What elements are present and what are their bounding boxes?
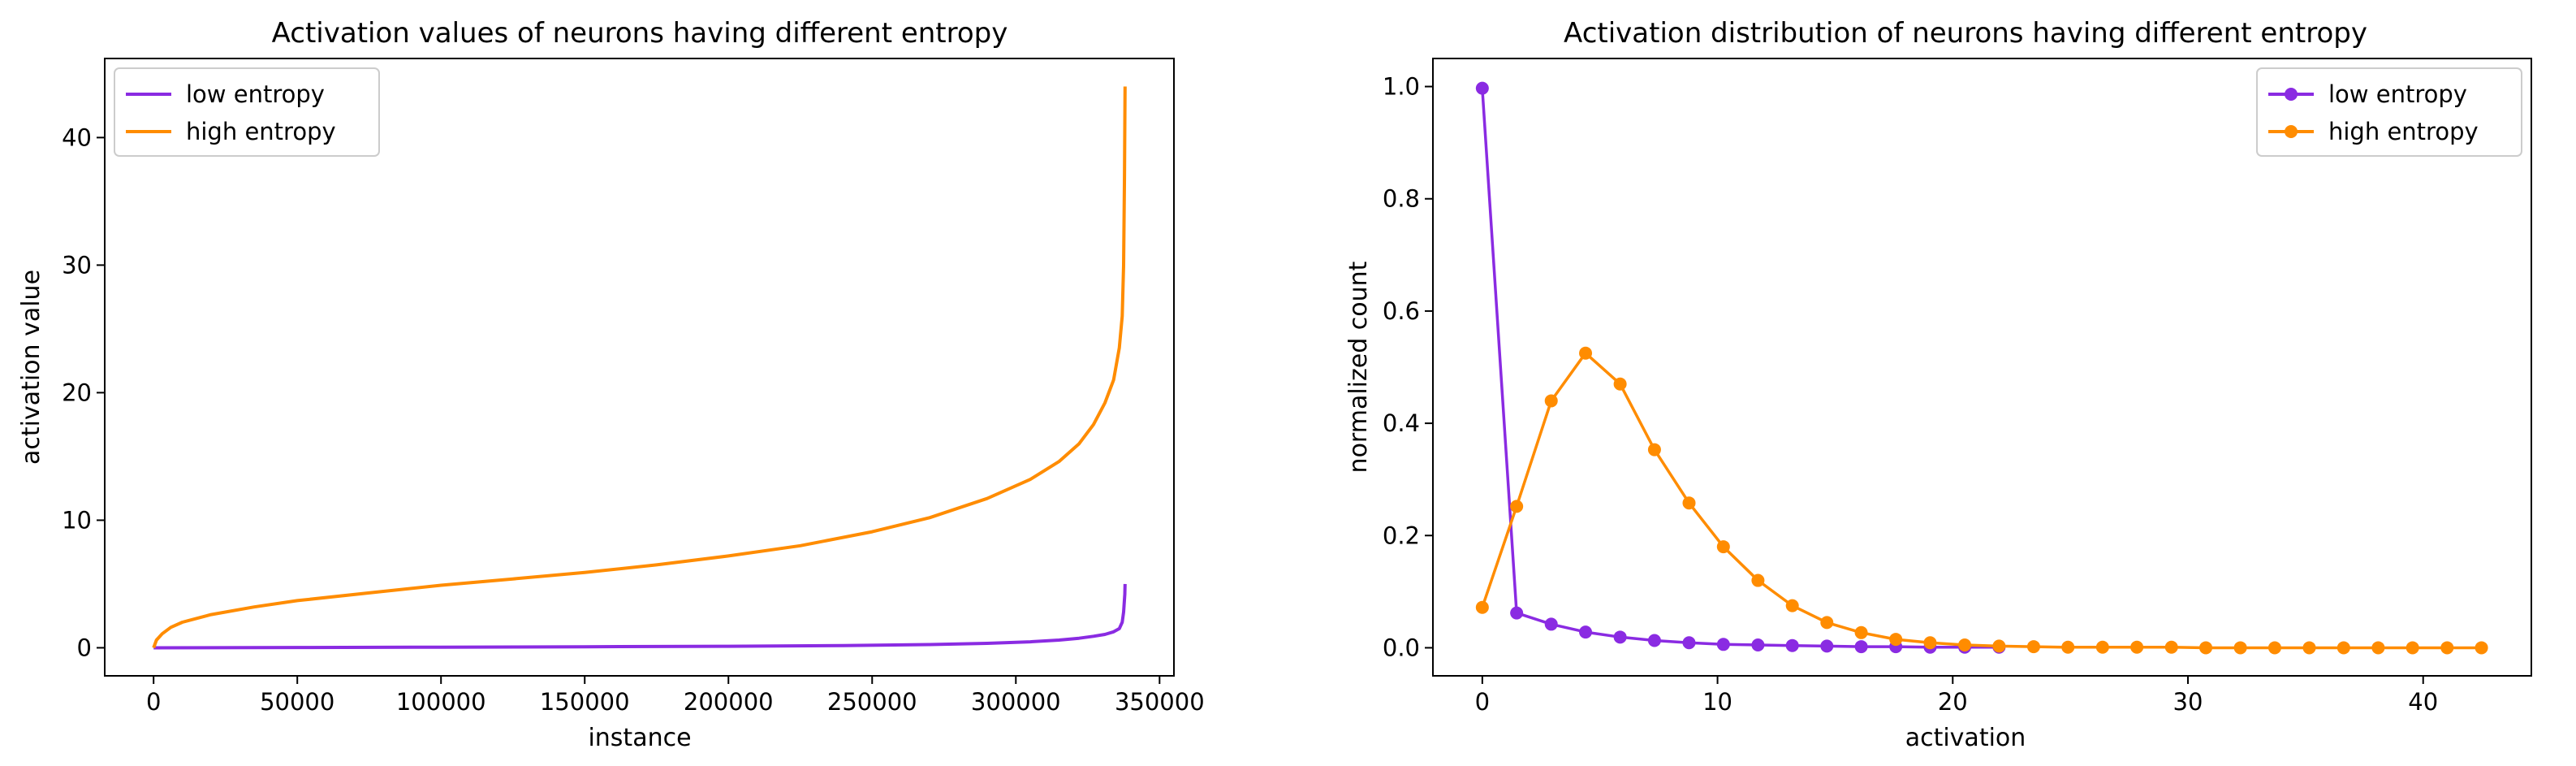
- y-axis-label: activation value: [17, 270, 45, 465]
- x-tick-label: 0: [146, 688, 161, 716]
- data-point-low: [1647, 634, 1661, 647]
- legend: low entropy high entropy: [114, 67, 380, 157]
- data-point-low: [1613, 630, 1627, 644]
- x-axis-label: instance: [588, 724, 691, 752]
- data-point-high: [1579, 346, 1593, 360]
- data-point-high: [1613, 377, 1627, 391]
- data-point-high: [2233, 641, 2247, 655]
- data-point-high: [1544, 394, 1558, 408]
- data-point-high: [1475, 600, 1489, 614]
- y-tick-label: 30: [62, 251, 92, 279]
- data-point-high: [2026, 640, 2040, 654]
- y-tick-label: 0: [77, 634, 92, 661]
- legend-box: [114, 67, 380, 157]
- data-point-high: [1889, 633, 1903, 647]
- x-tick-label: 40: [2408, 688, 2438, 716]
- chart-title: Activation distribution of neurons havin…: [1564, 17, 2367, 50]
- legend-label-low: low entropy: [2328, 80, 2467, 108]
- x-axis-ticks: 0 50000 100000 150000 200000 250000 300000 3500…: [146, 676, 1205, 716]
- data-point-high: [2199, 641, 2213, 655]
- legend-marker-high: [2285, 125, 2298, 138]
- data-point-high: [2302, 641, 2316, 655]
- x-axis-ticks: 0 10 20 30 40: [1475, 676, 2438, 716]
- plot-area: [152, 86, 1127, 650]
- y-axis-label: normalized count: [1344, 261, 1373, 473]
- legend: low entropy high entropy: [2256, 67, 2522, 157]
- data-point-low: [1751, 638, 1765, 651]
- y-tick-label: 0.8: [1383, 185, 1420, 213]
- y-tick-label: 1.0: [1383, 73, 1420, 101]
- x-tick-label: 20: [1938, 688, 1968, 716]
- legend-marker-low: [2285, 88, 2298, 101]
- data-point-high: [2406, 641, 2419, 655]
- data-point-high: [2130, 640, 2144, 654]
- data-point-low: [1544, 617, 1558, 631]
- data-point-high: [1958, 638, 1972, 651]
- data-point-high: [2267, 641, 2281, 655]
- axes-frame: [1432, 58, 2532, 677]
- data-point-low: [1475, 81, 1489, 95]
- data-point-high: [1854, 625, 1868, 639]
- y-axis-ticks: 0.0 0.2 0.4 0.6 0.8 1.0: [1383, 73, 1433, 661]
- series-line-low: [1481, 88, 2000, 649]
- data-point-high: [2371, 641, 2385, 655]
- legend-label-low: low entropy: [186, 80, 325, 108]
- x-tick-label: 300000: [971, 688, 1061, 716]
- x-tick-label: 200000: [684, 688, 774, 716]
- data-point-high: [2095, 640, 2109, 654]
- data-point-high: [2475, 641, 2488, 655]
- data-point-high: [2164, 640, 2178, 654]
- series-line-high: [152, 86, 1127, 649]
- legend-box: [2256, 67, 2522, 157]
- x-tick-label: 10: [1702, 688, 1732, 716]
- y-tick-label: 40: [62, 123, 92, 151]
- x-tick-label: 350000: [1115, 688, 1205, 716]
- data-point-high: [1923, 636, 1937, 650]
- legend-label-high: high entropy: [2328, 118, 2479, 145]
- data-point-low: [1820, 639, 1834, 653]
- y-tick-label: 0.6: [1383, 297, 1420, 325]
- chart-activation-distribution: Activation distribution of neurons havin…: [1344, 17, 2532, 752]
- data-point-high: [1820, 616, 1834, 630]
- y-tick-label: 10: [62, 506, 92, 534]
- data-point-low: [1510, 606, 1524, 620]
- data-point-high: [2061, 640, 2075, 654]
- data-point-low: [1785, 638, 1799, 652]
- x-tick-label: 30: [2173, 688, 2203, 716]
- y-tick-label: 0.2: [1383, 521, 1420, 549]
- axes-frame: [104, 58, 1175, 677]
- data-point-high: [2440, 641, 2454, 655]
- x-tick-label: 250000: [827, 688, 917, 716]
- y-tick-label: 20: [62, 379, 92, 406]
- legend-label-high: high entropy: [186, 118, 336, 145]
- data-point-low: [1579, 625, 1593, 639]
- y-axis-ticks: 0 10 20 30 40: [62, 123, 105, 661]
- series-line-high: [1481, 351, 2482, 650]
- y-tick-label: 0.0: [1383, 634, 1420, 661]
- data-point-high: [1682, 496, 1696, 510]
- x-axis-label: activation: [1905, 724, 2026, 752]
- data-point-high: [1716, 540, 1730, 554]
- data-point-low: [1854, 640, 1868, 654]
- data-point-high: [1647, 443, 1661, 457]
- data-point-low: [1682, 636, 1696, 650]
- chart-title: Activation values of neurons having diff…: [272, 17, 1008, 50]
- y-tick-label: 0.4: [1383, 409, 1420, 437]
- data-point-high: [2337, 641, 2350, 655]
- chart-activation-values: Activation values of neurons having diff…: [17, 17, 1205, 752]
- x-tick-label: 150000: [540, 688, 630, 716]
- x-tick-label: 0: [1475, 688, 1490, 716]
- series-line-low: [153, 583, 1127, 650]
- data-point-high: [1510, 500, 1524, 513]
- data-point-low: [1716, 638, 1730, 651]
- data-point-high: [1751, 573, 1765, 587]
- x-tick-label: 100000: [396, 688, 486, 716]
- data-point-high: [1785, 599, 1799, 612]
- data-point-high: [1992, 639, 2006, 653]
- x-tick-label: 50000: [260, 688, 334, 716]
- plot-area: [1475, 81, 2488, 655]
